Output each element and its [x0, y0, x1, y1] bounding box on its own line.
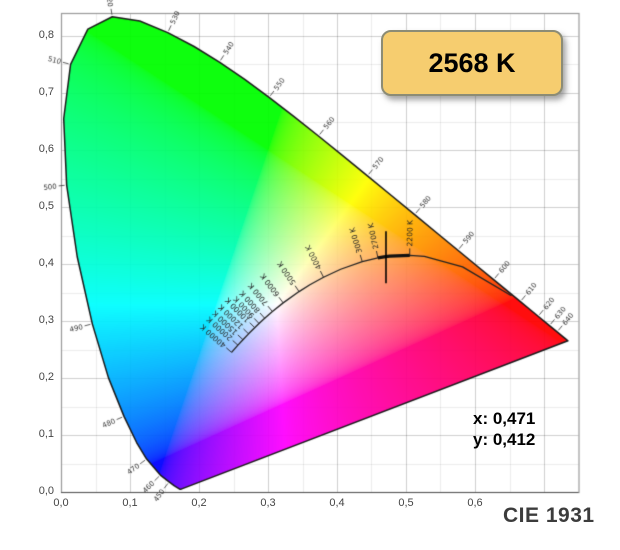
y-coordinate-readout: y: 0,412: [473, 430, 536, 449]
xy-readout: x: 0,471 y: 0,412: [473, 408, 535, 450]
cct-badge: 2568 K: [381, 30, 563, 96]
diagram-title: CIE 1931: [503, 504, 595, 527]
x-coordinate-readout: x: 0,471: [473, 409, 536, 428]
